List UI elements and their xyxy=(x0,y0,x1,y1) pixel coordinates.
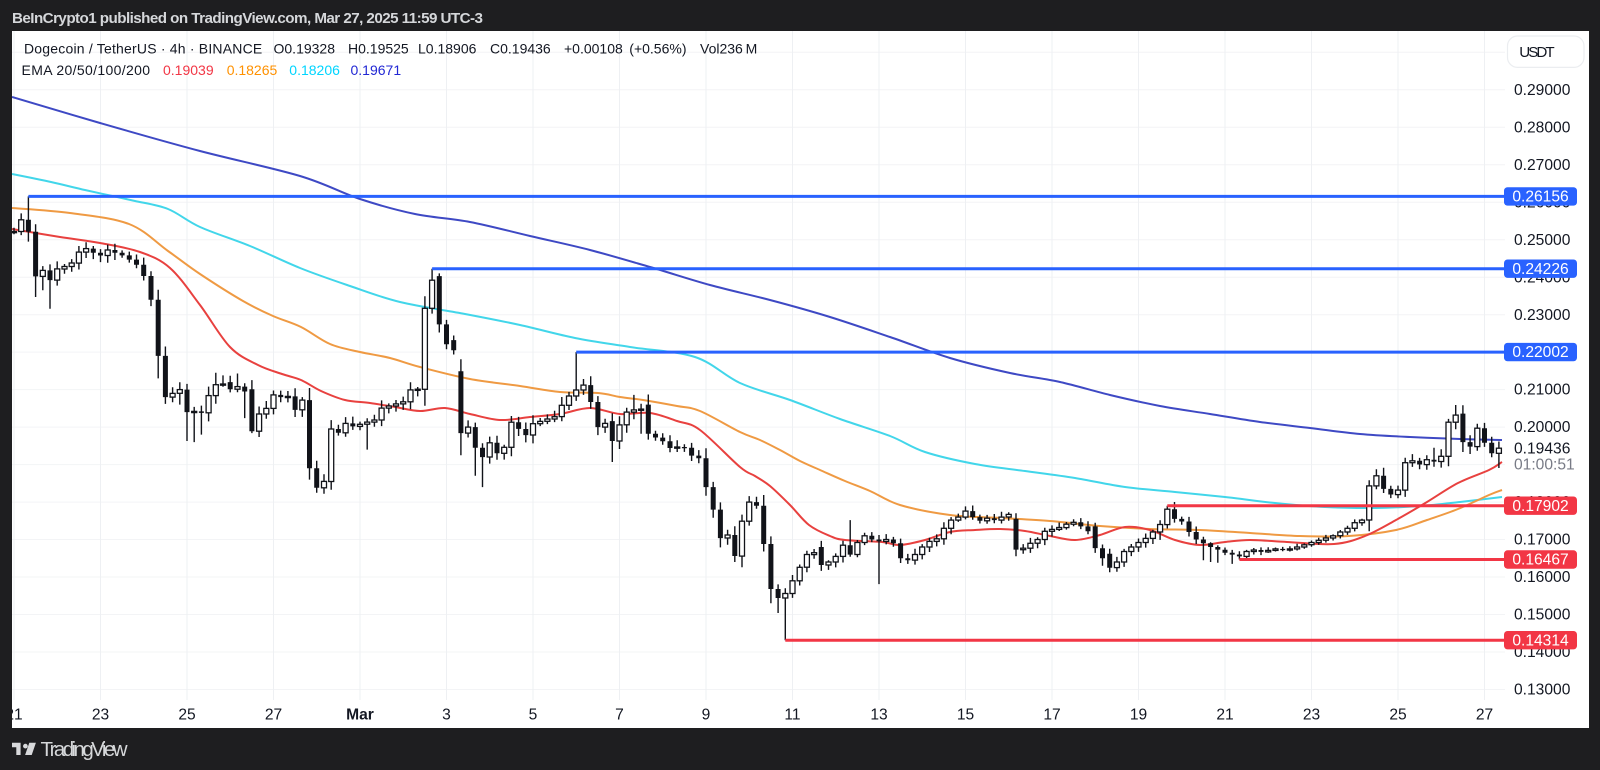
svg-text:0.18206: 0.18206 xyxy=(289,62,340,78)
svg-text:C0.19436: C0.19436 xyxy=(490,41,551,57)
svg-text:Vol236 M: Vol236 M xyxy=(700,41,757,57)
svg-text:9: 9 xyxy=(702,707,711,724)
svg-text:L0.18906: L0.18906 xyxy=(418,41,477,57)
svg-text:0.29000: 0.29000 xyxy=(1514,82,1571,99)
svg-text:27: 27 xyxy=(265,707,282,724)
svg-text:0.17000: 0.17000 xyxy=(1514,532,1571,549)
svg-text:0.17902: 0.17902 xyxy=(1512,498,1568,515)
svg-text:25: 25 xyxy=(178,707,196,724)
svg-text:H0.19525: H0.19525 xyxy=(348,41,409,57)
svg-text:BeInCrypto1 published on Tradi: BeInCrypto1 published on TradingView.com… xyxy=(12,10,483,27)
svg-text:0.27000: 0.27000 xyxy=(1514,157,1571,174)
svg-text:0.15000: 0.15000 xyxy=(1514,607,1571,624)
svg-text:7: 7 xyxy=(615,707,624,724)
svg-text:0.19436: 0.19436 xyxy=(1514,440,1570,457)
svg-text:13: 13 xyxy=(870,707,887,724)
svg-text:27: 27 xyxy=(1476,707,1493,724)
svg-text:0.22002: 0.22002 xyxy=(1512,344,1568,361)
svg-text:0.23000: 0.23000 xyxy=(1514,307,1571,324)
svg-text:23: 23 xyxy=(1303,707,1320,724)
svg-text:0.19039: 0.19039 xyxy=(163,62,214,78)
svg-text:0.21000: 0.21000 xyxy=(1514,382,1571,399)
svg-text:0.13000: 0.13000 xyxy=(1514,682,1571,699)
svg-text:01:00:51: 01:00:51 xyxy=(1514,456,1575,473)
svg-text:21: 21 xyxy=(5,707,22,724)
svg-text:EMA 20/50/100/200: EMA 20/50/100/200 xyxy=(22,62,151,78)
svg-text:11: 11 xyxy=(784,707,800,724)
svg-text:15: 15 xyxy=(957,707,975,724)
svg-text:(+0.56%): (+0.56%) xyxy=(629,41,686,57)
svg-text:0.25000: 0.25000 xyxy=(1514,232,1571,249)
svg-text:0.20000: 0.20000 xyxy=(1514,419,1571,436)
svg-text:21: 21 xyxy=(1216,707,1233,724)
svg-text:0.16467: 0.16467 xyxy=(1512,552,1568,569)
svg-text:O0.19328: O0.19328 xyxy=(274,41,336,57)
svg-text:0.19671: 0.19671 xyxy=(351,62,402,78)
svg-text:3: 3 xyxy=(442,707,451,724)
svg-text:17: 17 xyxy=(1043,707,1060,724)
svg-text:Mar: Mar xyxy=(346,707,374,724)
svg-text:0.16000: 0.16000 xyxy=(1514,569,1571,586)
svg-text:23: 23 xyxy=(92,707,109,724)
svg-text:TradingView: TradingView xyxy=(41,738,128,761)
svg-text:Dogecoin / TetherUS · 4h · BIN: Dogecoin / TetherUS · 4h · BINANCE xyxy=(24,41,262,57)
svg-text:19: 19 xyxy=(1130,707,1147,724)
svg-text:0.14314: 0.14314 xyxy=(1512,632,1569,649)
svg-text:+0.00108: +0.00108 xyxy=(564,41,623,57)
svg-text:0.28000: 0.28000 xyxy=(1514,119,1571,136)
svg-text:USDT: USDT xyxy=(1519,44,1554,61)
svg-text:0.18265: 0.18265 xyxy=(227,62,278,78)
svg-text:0.24226: 0.24226 xyxy=(1512,261,1568,278)
svg-text:5: 5 xyxy=(529,707,538,724)
svg-text:0.26156: 0.26156 xyxy=(1512,189,1568,206)
svg-text:25: 25 xyxy=(1389,707,1407,724)
